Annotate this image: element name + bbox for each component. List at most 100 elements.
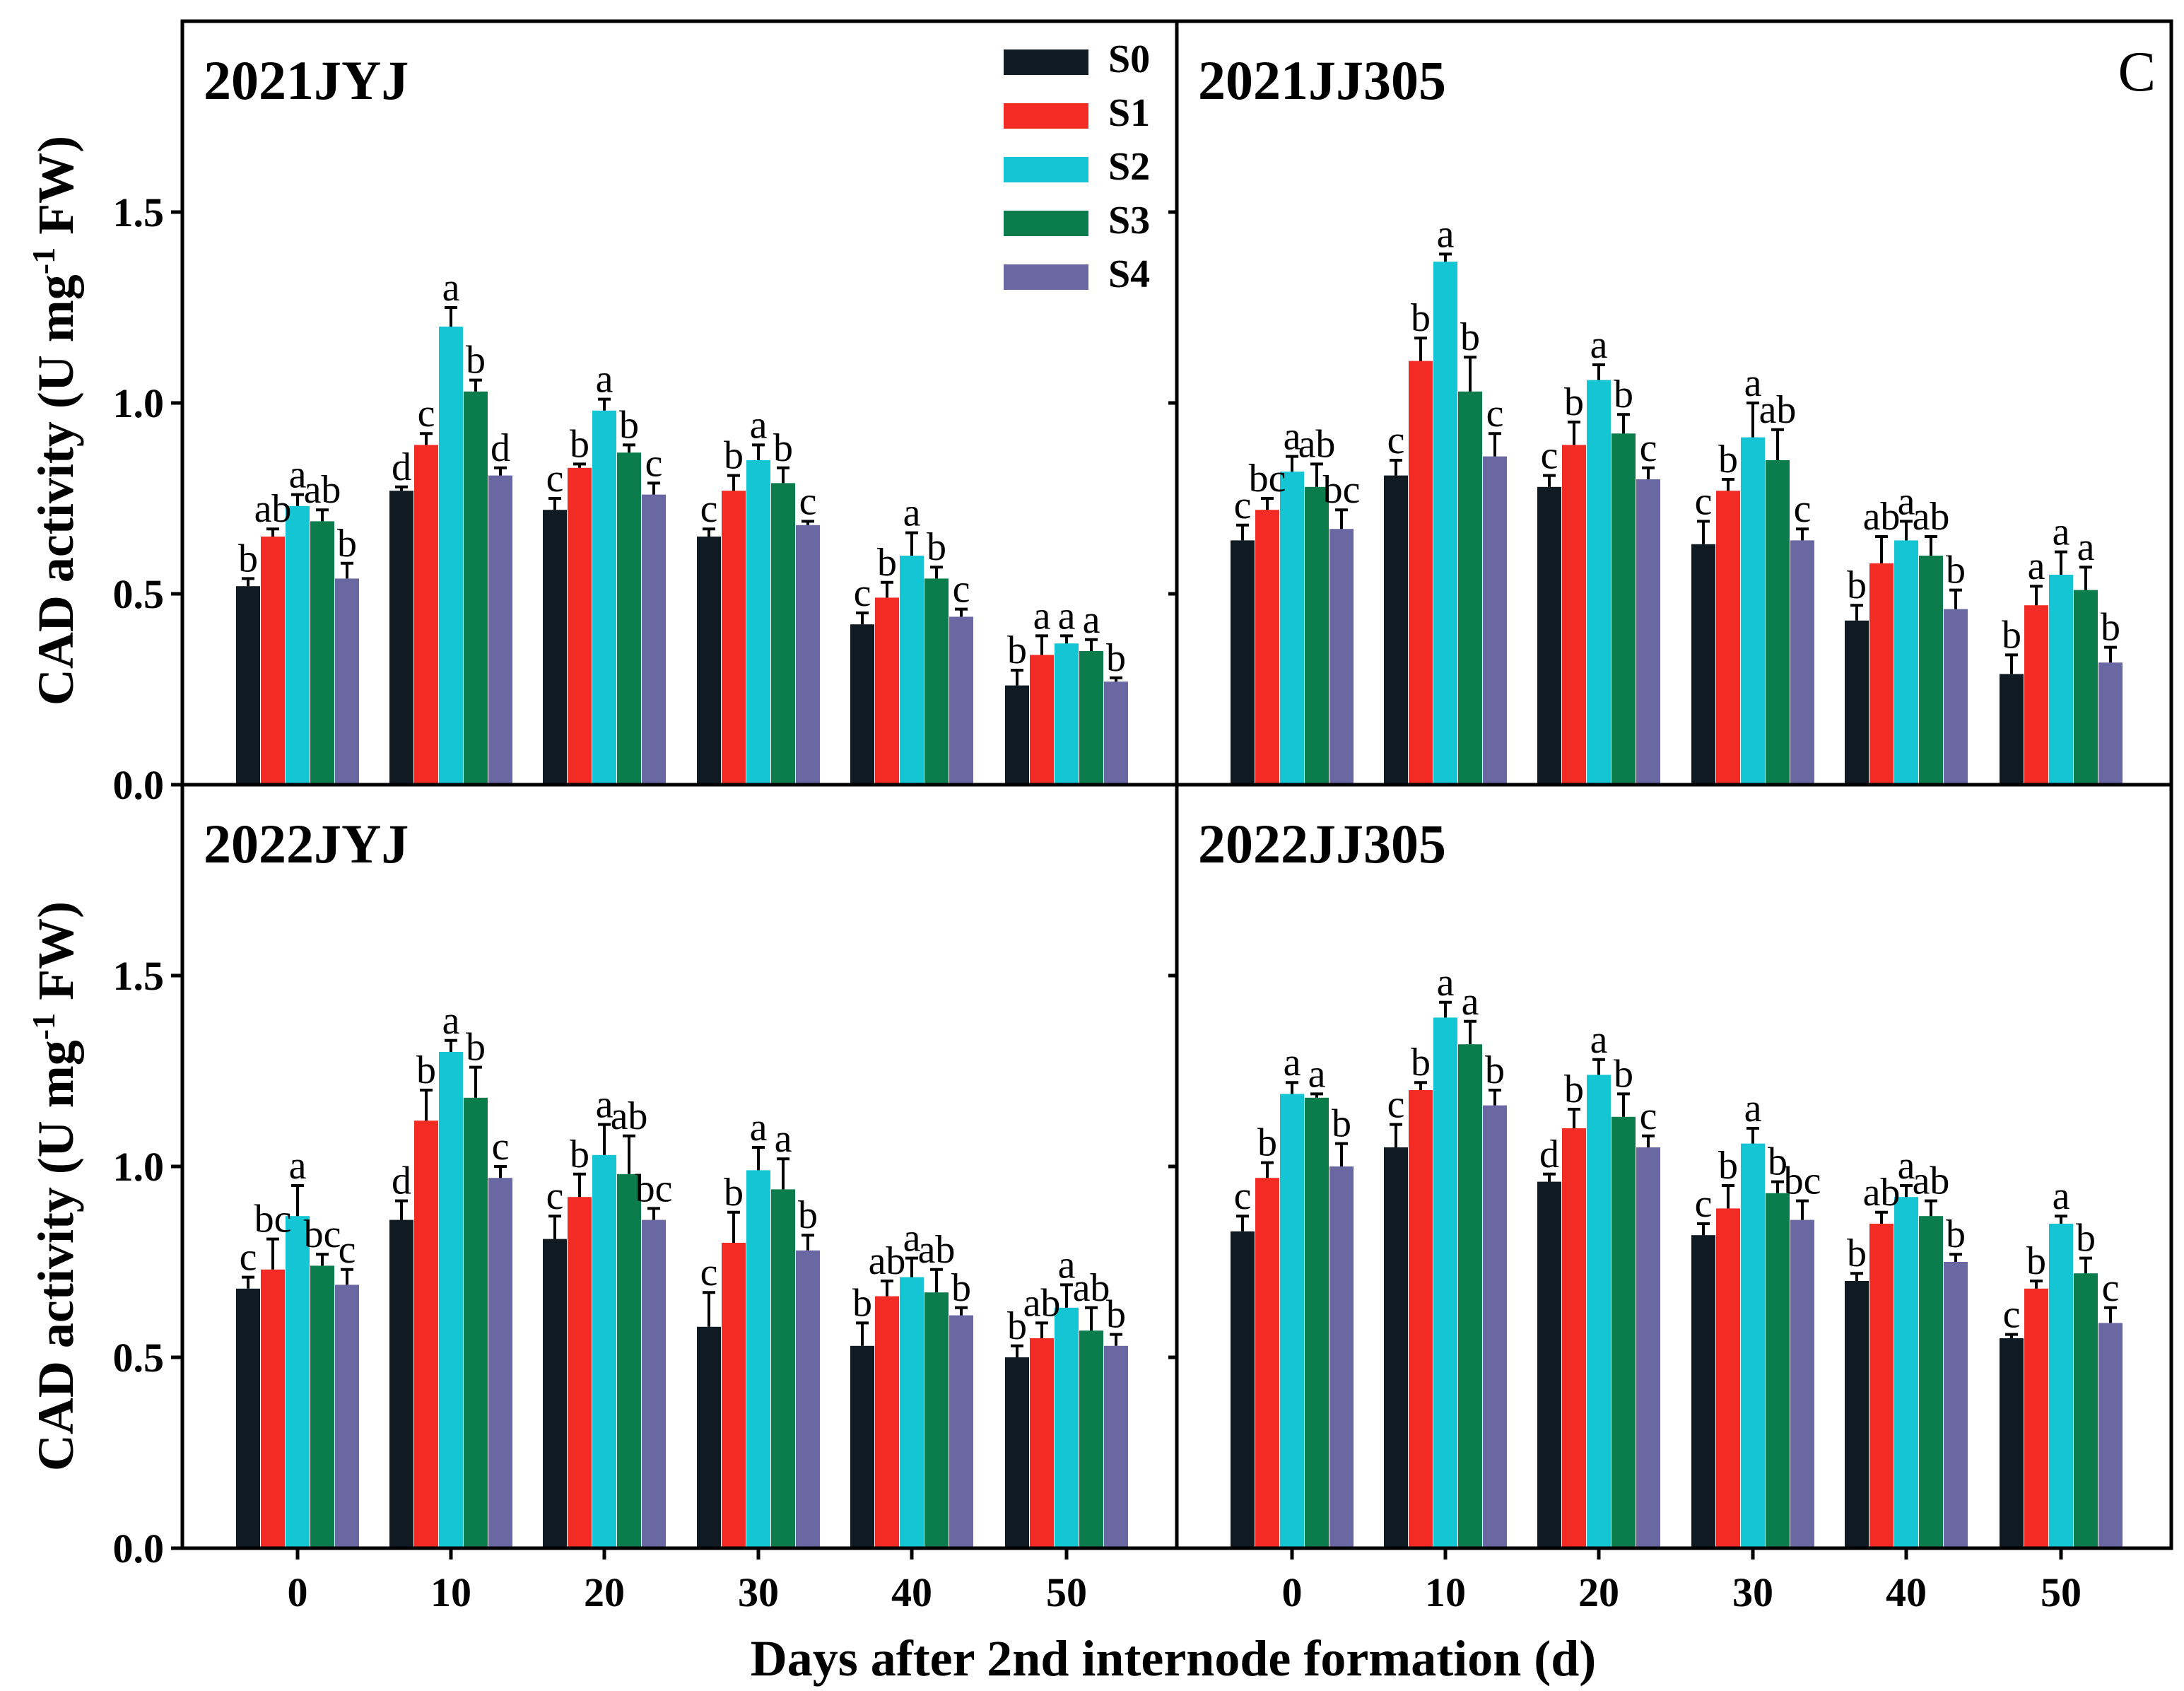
y-axis-title-top-suffix: FW)	[28, 136, 84, 247]
sig-label-2022JYJ-S2-10: a	[442, 999, 460, 1043]
bar-2021JYJ-S0-30	[697, 537, 721, 785]
bar-2022JJ305-S2-30	[1741, 1143, 1765, 1548]
sig-label-2021JJ305-S0-10: c	[1387, 419, 1405, 462]
bar-2021JJ305-S3-10	[1458, 391, 1482, 785]
error-bar-2022JYJ-S1-40	[881, 1280, 893, 1297]
error-bar-2022JJ305-S1-30	[1722, 1184, 1734, 1209]
bars-layer	[236, 252, 2123, 1548]
sig-label-2022JYJ-S0-0: c	[240, 1236, 257, 1280]
bar-2022JYJ-S4-40	[949, 1315, 973, 1548]
error-bar-2022JYJ-S4-20	[647, 1207, 660, 1220]
error-bar-2022JJ305-S0-20	[1543, 1172, 1556, 1182]
sig-label-2021JYJ-S0-10: d	[392, 445, 411, 489]
legend-label-S0: S0	[1108, 37, 1150, 81]
panel-title-2022JYJ: 2022JYJ	[204, 813, 409, 874]
sig-label-2022JYJ-S2-40: a	[903, 1217, 921, 1260]
bar-2021JJ305-S3-50	[2074, 590, 2098, 785]
error-bar-2021JJ305-S3-0	[1310, 462, 1323, 487]
error-bar-2022JYJ-S0-10	[395, 1199, 408, 1220]
sig-label-2022JJ305-S0-0: c	[1234, 1174, 1252, 1218]
bar-2021JJ305-S3-20	[1611, 433, 1636, 785]
error-bar-2021JYJ-S4-20	[647, 481, 660, 495]
sig-label-2021JJ305-S1-20: b	[1564, 380, 1584, 424]
bar-2022JJ305-S4-50	[2098, 1323, 2123, 1548]
error-bar-2022JYJ-S0-20	[548, 1215, 561, 1239]
sig-label-2022JJ305-S2-40: a	[1898, 1144, 1915, 1188]
error-bar-2022JYJ-S2-40	[905, 1256, 918, 1277]
bar-2021JJ305-S2-20	[1587, 380, 1611, 785]
y-tick-label-2021JYJ-0: 0.0	[113, 762, 165, 808]
bar-2022JYJ-S4-0	[335, 1285, 359, 1548]
bar-2021JJ305-S4-20	[1636, 479, 1660, 785]
legend-swatch-S3	[1004, 211, 1088, 236]
x-tick-label-2022JYJ-50: 50	[1046, 1569, 1087, 1615]
legend-swatch-S0	[1004, 49, 1088, 75]
sig-label-2021JJ305-S1-40: ab	[1863, 495, 1901, 539]
bar-2022JYJ-S2-10	[439, 1052, 463, 1548]
sig-label-2021JJ305-S4-50: b	[2101, 606, 2120, 650]
sig-label-2022JJ305-S3-0: a	[1308, 1052, 1326, 1096]
bar-2021JJ305-S2-10	[1433, 262, 1457, 785]
legend-label-S4: S4	[1108, 252, 1150, 296]
bar-2021JYJ-S3-10	[464, 391, 488, 785]
error-bar-2022JYJ-S3-10	[469, 1065, 482, 1098]
sig-label-2022JJ305-S0-20: d	[1539, 1133, 1559, 1176]
sig-label-2022JYJ-S3-0: bc	[304, 1212, 341, 1256]
sig-label-2021JJ305-S1-10: b	[1411, 296, 1431, 340]
error-bar-2022JYJ-S4-40	[955, 1306, 968, 1316]
error-bar-2021JJ305-S1-20	[1568, 421, 1580, 445]
error-bar-2021JJ305-S2-0	[1286, 455, 1298, 472]
error-bar-2022JYJ-S3-20	[623, 1134, 635, 1174]
error-bar-2022JJ305-S4-20	[1642, 1134, 1655, 1147]
error-bar-2022JYJ-S1-50	[1035, 1321, 1048, 1338]
bar-2022JYJ-S0-20	[543, 1239, 567, 1548]
sig-label-2022JYJ-S3-40: ab	[918, 1228, 956, 1272]
bar-2021JYJ-S0-40	[850, 624, 874, 785]
panel-letter: C	[2118, 41, 2156, 103]
error-bar-2021JYJ-S1-0	[266, 527, 279, 537]
bar-2022JJ305-S1-50	[2024, 1288, 2048, 1548]
sig-label-2022JYJ-S1-20: b	[570, 1133, 589, 1176]
bar-2021JJ305-S0-0	[1231, 540, 1255, 785]
error-bar-2021JJ305-S0-0	[1236, 523, 1249, 541]
error-bar-2021JYJ-S0-40	[856, 612, 869, 625]
bar-2021JYJ-S0-20	[543, 510, 567, 785]
bar-2021JYJ-S1-10	[414, 445, 438, 785]
bar-2022JYJ-S3-20	[617, 1174, 641, 1548]
y-axis-title-bottom-suffix: FW)	[28, 901, 84, 1013]
error-bar-2021JYJ-S3-10	[469, 378, 482, 392]
error-bar-2021JYJ-S0-30	[703, 527, 715, 537]
error-bar-2022JYJ-S1-20	[573, 1172, 586, 1198]
x-tick-label-2022JJ305-0: 0	[1282, 1569, 1303, 1615]
bar-2022JYJ-S0-40	[850, 1345, 874, 1548]
error-bar-2021JJ305-S4-40	[1949, 588, 1962, 609]
bar-2021JYJ-S4-50	[1104, 681, 1128, 785]
x-tick-label-2022JJ305-20: 20	[1578, 1569, 1619, 1615]
sig-label-2022JJ305-S3-40: ab	[1913, 1159, 1950, 1203]
error-bar-2021JJ305-S0-30	[1697, 520, 1710, 544]
error-bar-2021JJ305-S1-50	[2030, 585, 2043, 606]
bar-2022JYJ-S3-10	[464, 1097, 488, 1548]
error-bar-2022JJ305-S3-50	[2079, 1256, 2092, 1274]
error-bar-2022JYJ-S1-30	[727, 1210, 740, 1243]
bar-2021JJ305-S1-0	[1255, 510, 1279, 785]
bar-2021JYJ-S0-50	[1005, 685, 1029, 785]
error-bar-2021JJ305-S4-10	[1489, 432, 1501, 457]
error-bar-2022JYJ-S4-30	[802, 1234, 814, 1251]
bar-2022JYJ-S0-0	[236, 1288, 260, 1548]
bar-2021JJ305-S3-0	[1305, 486, 1329, 785]
bar-2022JYJ-S4-10	[488, 1178, 512, 1548]
y-axis-title-top-prefix: CAD activity (U mg	[28, 274, 84, 706]
sig-label-2021JYJ-S2-30: a	[750, 403, 768, 447]
error-bar-2021JYJ-S1-50	[1035, 634, 1048, 655]
bar-2022JYJ-S1-30	[722, 1243, 746, 1548]
legend-swatch-S4	[1004, 264, 1088, 290]
bar-2021JJ305-S2-0	[1280, 472, 1304, 785]
error-bar-2021JJ305-S3-50	[2079, 566, 2092, 590]
bar-2022JJ305-S1-40	[1869, 1224, 1894, 1548]
bar-2022JYJ-S0-10	[389, 1219, 413, 1548]
error-bar-2021JYJ-S2-0	[291, 493, 304, 506]
error-bar-2022JJ305-S4-50	[2104, 1306, 2117, 1323]
error-bar-2021JYJ-S4-0	[341, 561, 353, 579]
sig-label-2021JYJ-S2-50: a	[1058, 594, 1076, 638]
